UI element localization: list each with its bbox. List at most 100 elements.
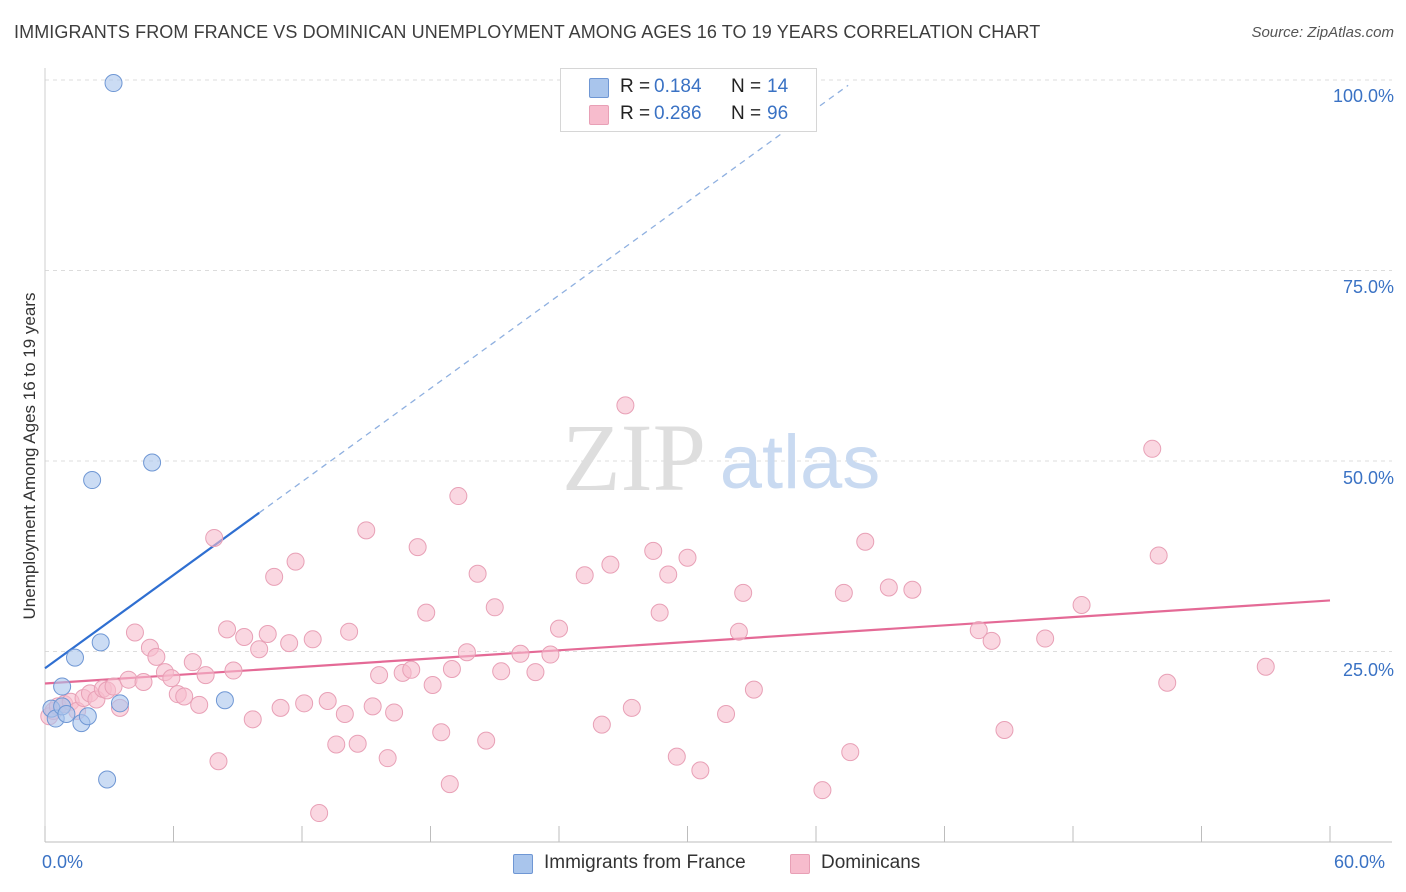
correlation-legend: R = 0.184 N = 14 R = 0.286 N = 96 bbox=[560, 68, 817, 132]
dominican-point bbox=[175, 687, 194, 706]
france-point bbox=[78, 707, 97, 726]
dominican-point bbox=[659, 565, 678, 584]
dominican-point bbox=[295, 694, 314, 713]
dominican-point bbox=[468, 564, 487, 583]
dominican-point bbox=[644, 541, 663, 560]
n-value: 14 bbox=[767, 76, 789, 97]
legend-row-france: R = 0.184 N = 14 bbox=[561, 74, 816, 100]
dominican-point bbox=[385, 703, 404, 722]
r-label: R = bbox=[620, 76, 651, 97]
dominican-point bbox=[303, 630, 322, 649]
y-tick-label: 100.0% bbox=[1332, 86, 1394, 106]
dominican-point bbox=[1143, 439, 1162, 458]
dominican-point bbox=[125, 623, 144, 642]
chart-title: IMMIGRANTS FROM FRANCE VS DOMINICAN UNEM… bbox=[14, 22, 1041, 42]
dominican-point bbox=[378, 749, 397, 768]
france-points bbox=[42, 74, 234, 789]
dominican-point bbox=[592, 715, 611, 734]
dominican-point bbox=[250, 640, 269, 659]
dominican-point bbox=[134, 672, 153, 691]
dominican-point bbox=[691, 761, 710, 780]
dominican-points bbox=[40, 396, 1275, 823]
dominican-point bbox=[235, 628, 254, 647]
gridlines bbox=[45, 79, 1392, 652]
dominican-point bbox=[744, 680, 763, 699]
dominican-point bbox=[1149, 546, 1168, 565]
dominican-point bbox=[1256, 657, 1275, 676]
dominican-point bbox=[616, 396, 635, 415]
dominican-point bbox=[834, 583, 853, 602]
dominican-point bbox=[423, 676, 442, 695]
dominican-point bbox=[205, 528, 224, 547]
legend-label: Immigrants from France bbox=[544, 852, 746, 873]
dominican-point bbox=[162, 669, 181, 688]
france-swatch bbox=[513, 854, 533, 874]
watermark-atlas: atlas bbox=[720, 420, 881, 505]
n-value: 96 bbox=[767, 103, 789, 124]
france-point bbox=[65, 648, 84, 667]
dominican-point bbox=[363, 697, 382, 716]
dominican-point bbox=[729, 622, 748, 641]
y-axis-label: Unemployment Among Ages 16 to 19 years bbox=[20, 292, 39, 620]
dominican-point bbox=[119, 670, 138, 689]
france-point bbox=[57, 704, 76, 723]
dominican-point bbox=[485, 598, 504, 617]
dominican-point bbox=[286, 552, 305, 571]
dominican-point bbox=[841, 743, 860, 762]
france-point bbox=[143, 453, 162, 472]
y-tick-label: 25.0% bbox=[1342, 660, 1394, 680]
dominican-point bbox=[408, 538, 427, 557]
france-point bbox=[110, 694, 129, 713]
dominican-point bbox=[209, 752, 228, 771]
dominican-point bbox=[541, 645, 560, 664]
dominican-point bbox=[104, 677, 123, 696]
dominican-point bbox=[348, 734, 367, 753]
dominican-point bbox=[190, 695, 209, 714]
dominican-point bbox=[650, 603, 669, 622]
dominican-point bbox=[717, 704, 736, 723]
y-tick-label: 75.0% bbox=[1342, 277, 1394, 297]
france-point bbox=[98, 770, 117, 789]
dominican-point bbox=[357, 521, 376, 540]
dominican-point bbox=[243, 710, 262, 729]
dominican-point bbox=[982, 631, 1001, 650]
x-tick-label-max: 60.0% bbox=[1334, 852, 1386, 872]
dominican-point bbox=[318, 692, 337, 711]
dominican-point bbox=[1036, 629, 1055, 648]
dominican-point bbox=[218, 620, 237, 639]
watermark-zip: ZIP bbox=[562, 404, 706, 511]
dominican-point bbox=[477, 731, 496, 750]
dominican-point bbox=[196, 666, 215, 685]
y-tick-label: 50.0% bbox=[1342, 468, 1394, 488]
france-point bbox=[104, 74, 123, 93]
dominican-point bbox=[258, 624, 277, 643]
dominican-point bbox=[678, 548, 697, 567]
dominican-point bbox=[601, 555, 620, 574]
trend-lines bbox=[44, 84, 1331, 685]
chart-source: Source: ZipAtlas.com bbox=[1251, 24, 1394, 41]
dominican-point bbox=[417, 603, 436, 622]
dominican-point bbox=[440, 775, 459, 794]
dominican-point bbox=[449, 487, 468, 506]
france-swatch bbox=[589, 78, 609, 98]
dominican-point bbox=[492, 662, 511, 681]
dominican-point bbox=[622, 698, 641, 717]
dominican-point bbox=[327, 735, 346, 754]
n-label: N = bbox=[731, 103, 762, 124]
france-trend-line bbox=[44, 511, 260, 670]
dominican-point bbox=[457, 643, 476, 662]
dominican-point bbox=[265, 567, 284, 586]
france-point bbox=[215, 691, 234, 710]
dominican-point bbox=[432, 723, 451, 742]
n-label: N = bbox=[731, 76, 762, 97]
dominican-point bbox=[280, 634, 299, 653]
dominican-point bbox=[340, 622, 359, 641]
dominican-point bbox=[335, 704, 354, 723]
france-point bbox=[91, 633, 110, 652]
legend-row-dominicans: R = 0.286 N = 96 bbox=[561, 101, 816, 127]
dominican-point bbox=[734, 583, 753, 602]
dominican-point bbox=[183, 653, 202, 672]
dominican-point bbox=[224, 661, 243, 680]
dominican-swatch bbox=[790, 854, 810, 874]
